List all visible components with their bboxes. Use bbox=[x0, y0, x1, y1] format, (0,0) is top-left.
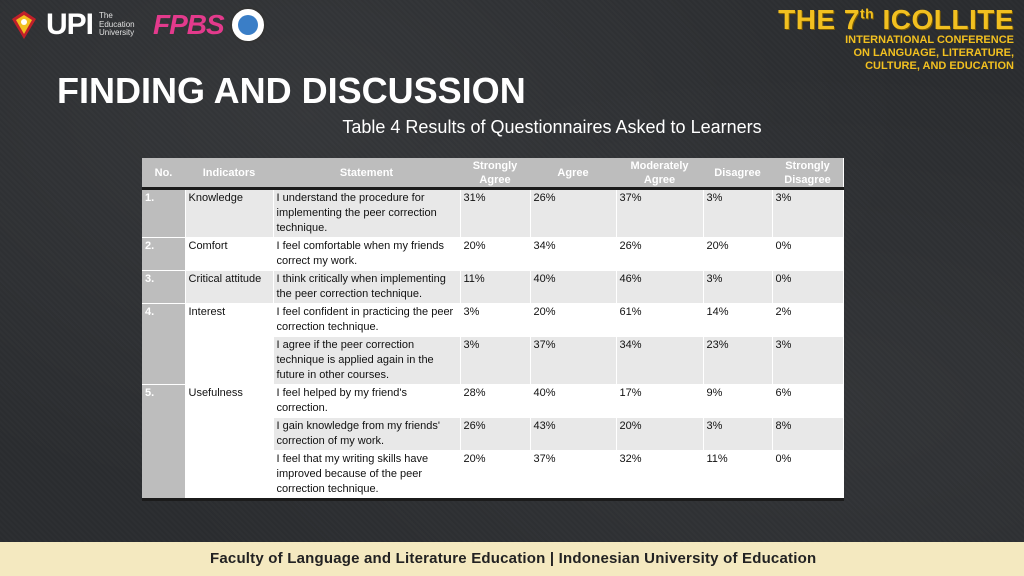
value-disagree: 20% bbox=[703, 237, 773, 271]
row-indicator: Interest bbox=[185, 303, 274, 385]
row-indicator: Usefulness bbox=[185, 384, 274, 500]
value-strongly-disagree: 3% bbox=[772, 336, 844, 385]
row-statement: I feel that my writing skills have impro… bbox=[273, 450, 461, 500]
slide-title: FINDING AND DISCUSSION bbox=[57, 70, 526, 111]
value-disagree: 3% bbox=[703, 270, 773, 304]
value-disagree: 23% bbox=[703, 336, 773, 385]
upi-logo-text: UPI bbox=[46, 8, 94, 41]
row-statement: I gain knowledge from my friends' correc… bbox=[273, 417, 461, 451]
table-row: 5. Usefulness I feel helped by my friend… bbox=[142, 384, 844, 500]
value-disagree: 14% bbox=[703, 303, 773, 337]
table-row: 3. Critical attitude I think critically … bbox=[142, 270, 844, 304]
row-statement: I agree if the peer correction technique… bbox=[273, 336, 461, 385]
value-agree: 40% bbox=[530, 384, 617, 418]
value-strongly-agree: 28% bbox=[460, 384, 531, 418]
value-strongly-agree: 20% bbox=[460, 237, 531, 271]
value-moderately-agree: 20% bbox=[616, 417, 704, 451]
row-number: 1. bbox=[142, 188, 186, 238]
conference-line-3: CULTURE, AND EDUCATION bbox=[865, 60, 1014, 72]
table-row: I feel that my writing skills have impro… bbox=[142, 450, 844, 500]
results-table: No. Indicators Statement Strongly Agree … bbox=[142, 158, 844, 501]
header-moderately-agree: Moderately Agree bbox=[616, 158, 703, 190]
value-strongly-disagree: 0% bbox=[772, 237, 844, 271]
row-statement: I understand the procedure for implement… bbox=[273, 188, 461, 238]
value-strongly-disagree: 6% bbox=[772, 384, 844, 418]
row-statement: I think critically when implementing the… bbox=[273, 270, 461, 304]
value-disagree: 9% bbox=[703, 384, 773, 418]
row-number: 5. bbox=[142, 384, 186, 500]
footer-bar: Faculty of Language and Literature Educa… bbox=[0, 542, 1024, 576]
value-strongly-disagree: 2% bbox=[772, 303, 844, 337]
row-indicator: Comfort bbox=[185, 237, 274, 271]
value-agree: 40% bbox=[530, 270, 617, 304]
header-strongly-agree: Strongly Agree bbox=[460, 158, 530, 190]
header-strongly-disagree: Strongly Disagree bbox=[772, 158, 843, 190]
value-moderately-agree: 37% bbox=[616, 188, 704, 238]
value-agree: 34% bbox=[530, 237, 617, 271]
fpbs-logo-text: FPBS bbox=[153, 9, 225, 40]
value-strongly-agree: 3% bbox=[460, 303, 531, 337]
row-statement: I feel comfortable when my friends corre… bbox=[273, 237, 461, 271]
table-row: 1. Knowledge I understand the procedure … bbox=[142, 188, 844, 238]
conference-line-1: INTERNATIONAL CONFERENCE bbox=[845, 34, 1014, 46]
value-disagree: 3% bbox=[703, 188, 773, 238]
value-agree: 37% bbox=[530, 336, 617, 385]
row-statement: I feel confident in practicing the peer … bbox=[273, 303, 461, 337]
upi-subtitle: The Education University bbox=[99, 11, 135, 38]
header-statement: Statement bbox=[273, 158, 460, 190]
row-indicator: Knowledge bbox=[185, 188, 274, 238]
seal-logo-icon bbox=[229, 7, 266, 43]
conference-line-2: ON LANGUAGE, LITERATURE, bbox=[853, 47, 1014, 59]
value-moderately-agree: 46% bbox=[616, 270, 704, 304]
conference-title: THE 7th ICOLLITE bbox=[778, 4, 1014, 35]
value-moderately-agree: 17% bbox=[616, 384, 704, 418]
value-strongly-disagree: 0% bbox=[772, 450, 844, 500]
table-caption: Table 4 Results of Questionnaires Asked … bbox=[342, 117, 762, 137]
header-no: No. bbox=[142, 158, 185, 190]
table-row: I agree if the peer correction technique… bbox=[142, 336, 844, 385]
table-row: I gain knowledge from my friends' correc… bbox=[142, 417, 844, 451]
value-strongly-agree: 26% bbox=[460, 417, 531, 451]
value-disagree: 11% bbox=[703, 450, 773, 500]
table-row: 2. Comfort I feel comfortable when my fr… bbox=[142, 237, 844, 271]
value-strongly-agree: 11% bbox=[460, 270, 531, 304]
value-moderately-agree: 32% bbox=[616, 450, 704, 500]
table-header-row: No. Indicators Statement Strongly Agree … bbox=[142, 158, 843, 190]
value-agree: 37% bbox=[530, 450, 617, 500]
value-strongly-disagree: 8% bbox=[772, 417, 844, 451]
value-agree: 26% bbox=[530, 188, 617, 238]
footer-text: Faculty of Language and Literature Educa… bbox=[210, 550, 817, 567]
value-strongly-disagree: 3% bbox=[772, 188, 844, 238]
table-row: 4. Interest I feel confident in practici… bbox=[142, 303, 844, 385]
value-moderately-agree: 26% bbox=[616, 237, 704, 271]
header-disagree: Disagree bbox=[703, 158, 772, 190]
row-indicator: Critical attitude bbox=[185, 270, 274, 304]
row-number: 4. bbox=[142, 303, 186, 385]
row-statement: I feel helped by my friend's correction. bbox=[273, 384, 461, 418]
value-agree: 43% bbox=[530, 417, 617, 451]
value-agree: 20% bbox=[530, 303, 617, 337]
header-indicators: Indicators bbox=[185, 158, 273, 190]
row-number: 2. bbox=[142, 237, 186, 271]
value-moderately-agree: 61% bbox=[616, 303, 704, 337]
value-strongly-disagree: 0% bbox=[772, 270, 844, 304]
value-strongly-agree: 20% bbox=[460, 450, 531, 500]
value-disagree: 3% bbox=[703, 417, 773, 451]
value-strongly-agree: 31% bbox=[460, 188, 531, 238]
value-moderately-agree: 34% bbox=[616, 336, 704, 385]
value-strongly-agree: 3% bbox=[460, 336, 531, 385]
header-agree: Agree bbox=[530, 158, 616, 190]
header-logos: UPI The Education University FPBS bbox=[8, 6, 266, 44]
row-number: 3. bbox=[142, 270, 186, 304]
conference-logo: THE 7th ICOLLITE INTERNATIONAL CONFERENC… bbox=[774, 6, 1014, 73]
upi-emblem-icon bbox=[8, 9, 40, 41]
